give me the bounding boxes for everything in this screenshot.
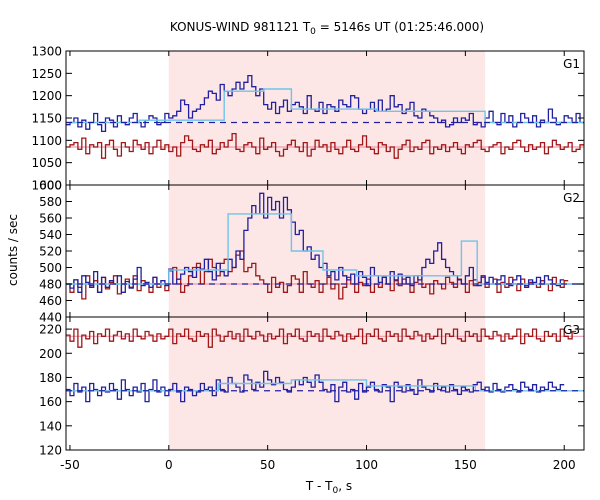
panel-label: G1: [563, 57, 580, 71]
y-tick-label: 120: [39, 444, 62, 458]
chart-title: KONUS-WIND 981121 T0 = 5146s UT (01:25:4…: [170, 20, 484, 37]
y-tick-label: 220: [39, 323, 62, 337]
x-axis-label: T - T0, s: [305, 479, 352, 496]
y-tick-label: 580: [39, 195, 62, 209]
x-tick-label: 0: [165, 458, 173, 472]
red-series-line: [66, 328, 577, 348]
red-series-line: [66, 132, 584, 159]
x-tick-label: 50: [260, 458, 275, 472]
y-tick-label: 160: [39, 395, 62, 409]
panel-series-group: [66, 192, 584, 300]
y-tick-label: 1250: [31, 67, 62, 81]
x-axis-label-subscript: 0: [333, 486, 339, 496]
panel-g1: 1000 1050 1100 1150 1200 1250 1300 G1: [31, 45, 585, 193]
y-tick-label: 500: [39, 261, 62, 275]
y-tick-label: 1100: [31, 134, 62, 148]
y-tick-label: 1050: [31, 156, 62, 170]
y-tick-label: 1150: [31, 112, 62, 126]
y-tick-label: 540: [39, 228, 62, 242]
y-tick-label: 200: [39, 347, 62, 361]
x-tick-label: 100: [355, 458, 378, 472]
y-tick-label: 600: [39, 179, 62, 193]
y-tick-label: 1300: [31, 45, 62, 59]
blue-series-line: [66, 370, 565, 403]
y-tick-label: 560: [39, 212, 62, 226]
plot-area: 1000105011001150120012501300G14404604805…: [31, 45, 585, 472]
panel-label: G2: [563, 191, 580, 205]
y-tick-label: 520: [39, 245, 62, 259]
y-axis-label: counts / sec: [6, 214, 20, 286]
panel-label: G3: [563, 323, 580, 337]
panel-g3: 120 140 160 180 200 220 G3: [39, 316, 585, 458]
y-tick-label: 460: [39, 294, 62, 308]
x-tick-label: 200: [553, 458, 576, 472]
y-tick-label: 140: [39, 419, 62, 433]
panel-series-group: [66, 74, 584, 159]
panel-g2: 440 460 480 500 520 540 560 580 600 G2: [39, 179, 585, 325]
blue-series-line: [66, 74, 584, 133]
blue-fit-line: [66, 213, 584, 285]
panel-frame: [65, 316, 585, 451]
chart-title-subscript: 0: [310, 27, 316, 37]
y-tick-label: 440: [39, 311, 62, 325]
y-tick-label: 180: [39, 371, 62, 385]
blue-fit-line: [66, 379, 584, 392]
x-tick-label: -50: [60, 458, 80, 472]
blue-fit-line: [66, 88, 584, 124]
y-tick-label: 480: [39, 278, 62, 292]
y-tick-label: 1000: [31, 179, 62, 193]
y-tick-label: 1200: [31, 89, 62, 103]
x-tick-label: 150: [454, 458, 477, 472]
panel-series-group: [66, 328, 584, 403]
